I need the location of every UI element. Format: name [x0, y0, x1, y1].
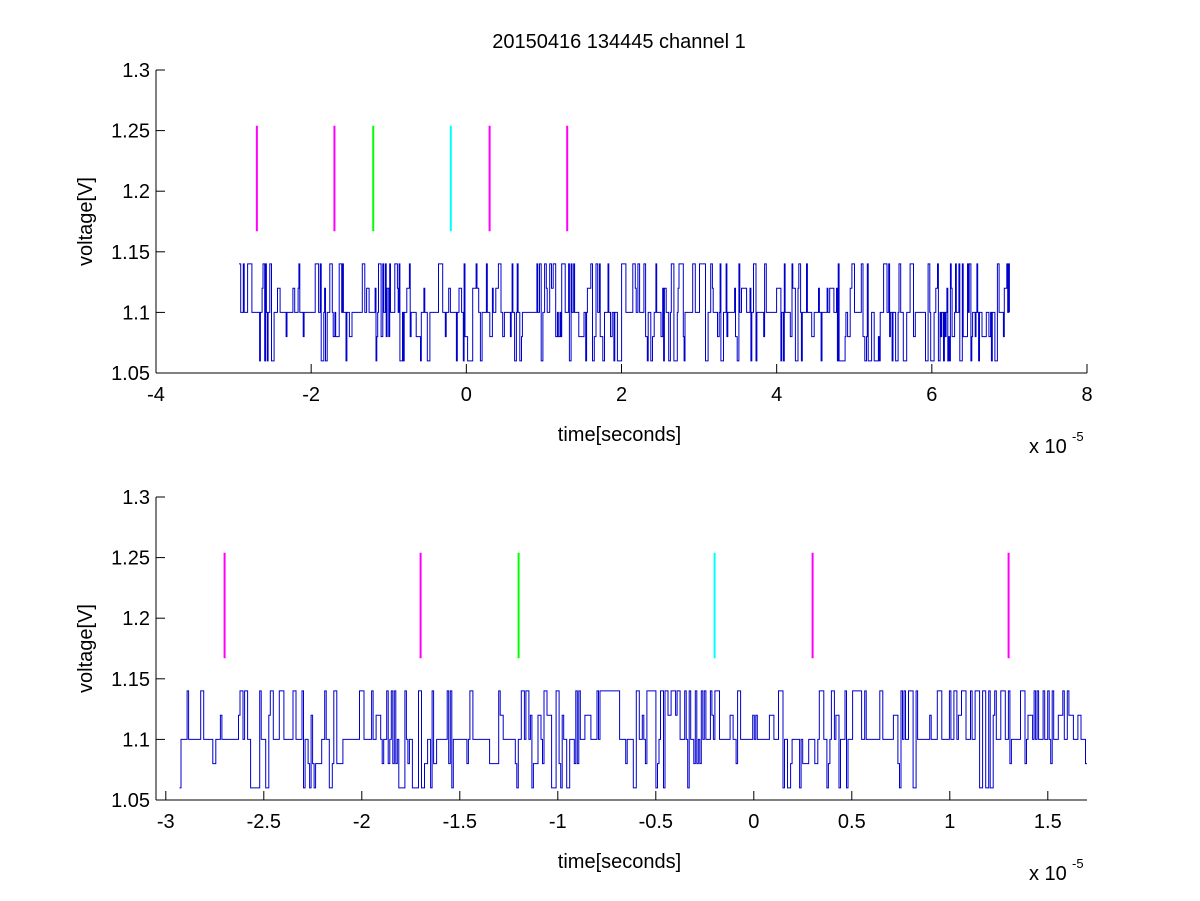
x-tick-label: -2.5 [247, 811, 281, 833]
signal-trace-line [179, 690, 1087, 789]
y-tick-label: 1.1 [122, 302, 150, 324]
x-exponent-label: x 10 [1029, 863, 1067, 885]
x-tick-label: 1 [944, 811, 955, 833]
x-tick-label: -3 [157, 811, 175, 833]
y-tick-label: 1.25 [111, 548, 150, 570]
x-tick-label: -1 [549, 811, 567, 833]
y-tick-label: 1.1 [122, 729, 150, 751]
chart-title: 20150416 134445 channel 1 [492, 31, 746, 53]
y-axis-label: voltage[V] [75, 177, 97, 266]
y-tick-label: 1.2 [122, 181, 150, 203]
y-tick-label: 1.3 [122, 60, 150, 82]
top-panel: -4 -2 0 2 4 6 8 1.05 1.1 1.15 1.2 1.25 1.3 time[secon… [75, 60, 1093, 458]
x-exponent-label: x 10 [1029, 436, 1067, 458]
x-tick-label: -2 [302, 384, 320, 406]
y-axis-label: voltage[V] [75, 604, 97, 693]
y-tick-label: 1.3 [122, 487, 150, 509]
x-tick-label: 0.5 [838, 811, 866, 833]
bottom-panel: -3 -2.5 -2 -1.5 -1 -0.5 0 0.5 1 1.5 1.05 1.1 1.15 1.2… [75, 487, 1087, 885]
x-tick-label: 0 [748, 811, 759, 833]
y-tick-label: 1.05 [111, 790, 150, 812]
x-tick-label: -1.5 [443, 811, 477, 833]
x-exponent-power: -5 [1072, 856, 1084, 871]
y-tick-label: 1.05 [111, 363, 150, 385]
x-tick-label: -2 [353, 811, 371, 833]
y-tick-label: 1.25 [111, 121, 150, 143]
x-tick-label: 8 [1081, 384, 1092, 406]
x-tick-label: 4 [771, 384, 782, 406]
x-axis-label: time[seconds] [558, 851, 681, 873]
y-tick-label: 1.2 [122, 608, 150, 630]
signal-trace-line [239, 263, 1010, 362]
y-tick-label: 1.15 [111, 669, 150, 691]
x-exponent-power: -5 [1072, 429, 1084, 444]
x-tick-label: -4 [147, 384, 165, 406]
x-tick-label: 1.5 [1034, 811, 1062, 833]
x-tick-label: -0.5 [639, 811, 673, 833]
x-tick-label: 6 [926, 384, 937, 406]
x-axis-label: time[seconds] [558, 424, 681, 446]
x-tick-label: 2 [616, 384, 627, 406]
x-tick-label: 0 [461, 384, 472, 406]
y-tick-label: 1.15 [111, 242, 150, 264]
